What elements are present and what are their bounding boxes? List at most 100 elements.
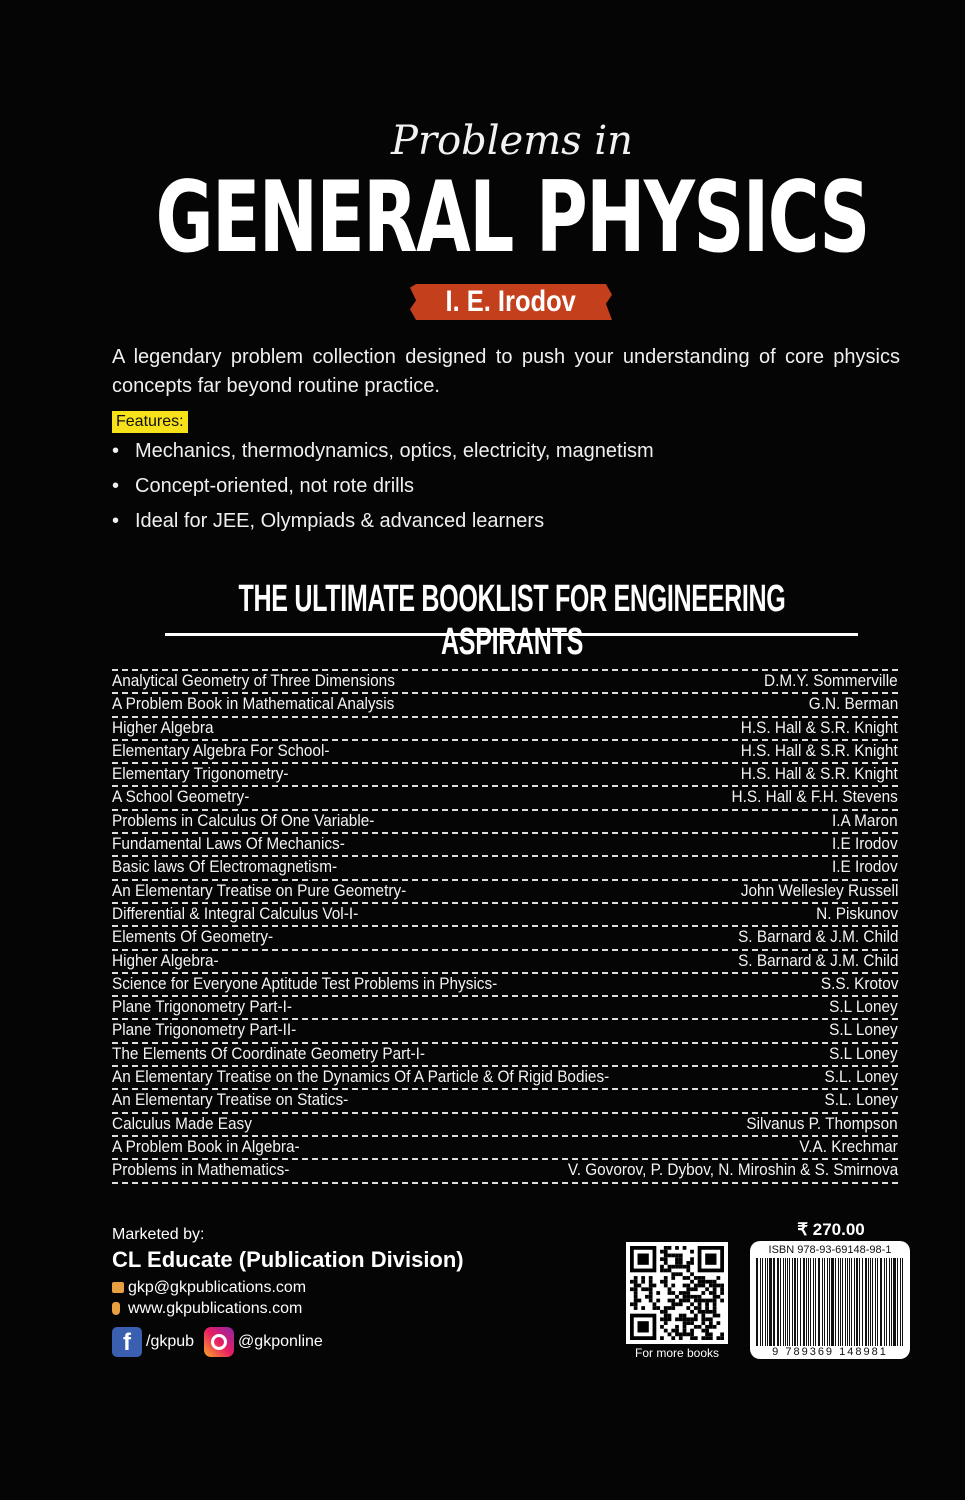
barcode-bar — [780, 1258, 781, 1346]
book-title: An Elementary Treatise on Statics- — [112, 1091, 349, 1110]
barcode-bar — [854, 1258, 856, 1346]
barcode-bar — [817, 1258, 820, 1346]
book-title: Calculus Made Easy — [112, 1114, 252, 1133]
book-title: A School Geometry- — [112, 788, 250, 807]
book-row: A Problem Book in Algebra- V.A. Krechmar — [112, 1137, 898, 1161]
barcode-bar — [874, 1258, 876, 1346]
book-title: Higher Algebra- — [112, 951, 219, 970]
book-row: A School Geometry- H.S. Hall & F.H. Steve… — [112, 787, 898, 811]
book-author: Silvanus P. Thompson — [746, 1114, 898, 1133]
barcode-bar — [883, 1258, 886, 1346]
book-author: V.A. Krechmar — [799, 1137, 898, 1156]
book-title: Differential & Integral Calculus Vol-I- — [112, 904, 359, 923]
instagram-icon — [204, 1327, 235, 1357]
book-title: Higher Algebra — [112, 718, 214, 737]
book-title: Basic laws Of Electromagnetism- — [112, 858, 338, 877]
book-row: A Problem Book in Mathematical Analysis G… — [112, 694, 898, 718]
book-row: Differential & Integral Calculus Vol-I- N… — [112, 904, 898, 928]
book-title: Analytical Geometry of Three Dimensions — [112, 672, 395, 690]
barcode-bar — [879, 1258, 882, 1346]
intro-text: A legendary problem collection designed … — [112, 346, 900, 397]
book-title: A Problem Book in Algebra- — [112, 1137, 300, 1156]
barcode-bar — [772, 1258, 775, 1346]
website-row: www.gkpublications.com — [112, 1300, 302, 1318]
book-row: An Elementary Treatise on Statics- S.L. L… — [112, 1090, 898, 1114]
heading-underline — [165, 633, 858, 636]
feature-text: Mechanics, thermodynamics, optics, elect… — [135, 440, 654, 462]
barcode-bar — [891, 1258, 892, 1346]
barcode-bar — [869, 1258, 872, 1346]
book-author: S. Barnard & J.M. Child — [737, 928, 898, 947]
barcode-bar — [800, 1258, 802, 1346]
feature-text: Concept-oriented, not rote drills — [135, 475, 415, 497]
barcode-bar — [762, 1258, 764, 1346]
barcode-bar — [894, 1258, 896, 1346]
book-title: Plane Trigonometry Part-I- — [112, 998, 292, 1017]
booklist-heading: THE ULTIMATE BOOKLIST FOR ENGINEERING AS… — [238, 578, 786, 663]
book-title: A Problem Book in Mathematical Analysis — [112, 695, 395, 714]
barcode-bar — [901, 1258, 904, 1346]
facebook-handle: /gkpub — [146, 1333, 195, 1350]
barcode-bar — [805, 1258, 807, 1346]
book-row: Calculus Made Easy Silvanus P. Thompson — [112, 1114, 898, 1137]
barcode-bar — [792, 1258, 794, 1346]
barcode-bar — [812, 1258, 814, 1346]
book-title: Elements Of Geometry- — [112, 928, 274, 947]
book-title: Problems in Mathematics- — [112, 1161, 290, 1180]
book-title: Plane Trigonometry Part-II- — [112, 1021, 297, 1040]
barcode-digits: 9 789369 148981 — [772, 1346, 888, 1358]
book-row: Plane Trigonometry Part-I- S.L Loney — [112, 997, 898, 1021]
barcode-bar — [900, 1258, 901, 1346]
barcode-bar — [796, 1258, 799, 1346]
barcode-bar — [827, 1258, 829, 1346]
book-author: John Wellesley Russell — [740, 881, 898, 900]
barcode-bar — [807, 1258, 810, 1346]
barcode-bar — [840, 1258, 842, 1346]
book-author: I.A Maron — [832, 811, 898, 830]
barcode-bar — [848, 1258, 851, 1346]
book-author: S.L Loney — [829, 998, 898, 1017]
feature-item: • Concept-oriented, not rote drills — [112, 475, 415, 497]
email-text: gkp@gkpublications.com — [128, 1279, 307, 1296]
book-title: Problems in Calculus Of One Variable- — [112, 811, 375, 830]
book-row: Plane Trigonometry Part-II- S.L Loney — [112, 1020, 898, 1044]
barcode-bar — [803, 1258, 805, 1346]
qr-code[interactable] — [626, 1242, 728, 1344]
barcode-bar — [782, 1258, 784, 1346]
book-title: GENERAL PHYSICS — [155, 161, 870, 275]
barcode-bar — [865, 1258, 867, 1346]
barcode-bars — [756, 1258, 904, 1346]
marketed-by-label: Marketed by: — [112, 1226, 205, 1243]
barcode-bar — [858, 1258, 860, 1346]
price: ₹ 270.00 — [797, 1220, 865, 1239]
book-title: An Elementary Treatise on the Dynamics O… — [112, 1068, 610, 1087]
barcode-bar — [824, 1258, 826, 1346]
book-row: Higher Algebra- S. Barnard & J.M. Child — [112, 951, 898, 974]
barcode-bar — [789, 1258, 791, 1346]
book-author: S. Barnard & J.M. Child — [737, 951, 898, 970]
author-badge: I. E. Irodov — [410, 284, 612, 320]
book-row: Analytical Geometry of Three Dimensions D… — [112, 671, 898, 695]
book-row: Science for Everyone Aptitude Test Probl… — [112, 974, 898, 998]
social-row: f /gkpub @gkponline — [112, 1327, 323, 1357]
feature-item: • Ideal for JEE, Olympiads & advanced lea… — [112, 510, 545, 532]
book-title: An Elementary Treatise on Pure Geometry- — [112, 881, 407, 900]
book-author: H.S. Hall & S.R. Knight — [741, 718, 898, 737]
book-title: Elementary Trigonometry- — [112, 765, 289, 784]
barcode-bar — [847, 1258, 848, 1346]
barcode-bar — [814, 1258, 816, 1346]
book-row: An Elementary Treatise on the Dynamics O… — [112, 1067, 898, 1091]
barcode-bar — [768, 1258, 770, 1346]
mouse-icon — [112, 1302, 120, 1316]
barcode-bar — [892, 1258, 894, 1346]
qr-label: For more books — [634, 1346, 720, 1360]
book-title: Elementary Algebra For School- — [112, 741, 330, 760]
book-row: Problems in Mathematics- V. Govorov, P. D… — [112, 1160, 898, 1184]
barcode-bar — [786, 1258, 789, 1346]
book-title: The Elements Of Coordinate Geometry Part… — [112, 1044, 425, 1063]
publisher-name: CL Educate (Publication Division) — [112, 1247, 464, 1272]
book-row: Problems in Calculus Of One Variable- I.A… — [112, 811, 898, 835]
book-author: I.E Irodov — [832, 835, 898, 854]
book-author: N. Piskunov — [816, 904, 898, 923]
barcode-bar — [830, 1258, 832, 1346]
